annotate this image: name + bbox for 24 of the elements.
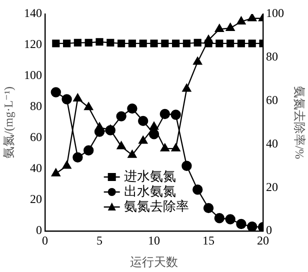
y-tick-label: 60 bbox=[30, 130, 42, 144]
legend-label: 进水氨氮 bbox=[124, 168, 176, 184]
y2-tick-label: 40 bbox=[266, 136, 278, 150]
y-tick-label: 20 bbox=[30, 192, 42, 206]
legend-label: 出水氨氮 bbox=[124, 183, 176, 198]
x-axis-title: 运行天数 bbox=[130, 254, 178, 269]
y2-axis-title: 氨氮去除率/% bbox=[292, 86, 307, 160]
legend-label: 氨氮去除率 bbox=[124, 198, 189, 214]
y2-tick-label: 60 bbox=[266, 92, 278, 107]
y-tick-label: 120 bbox=[24, 37, 42, 52]
y-tick-label: 100 bbox=[24, 68, 42, 82]
y-tick-label: 80 bbox=[30, 99, 42, 114]
y-axis-title: 氨氮/(mg·L⁻¹) bbox=[1, 86, 16, 158]
y2-tick-label: 100 bbox=[266, 6, 284, 20]
y-tick-label: 0 bbox=[36, 223, 42, 238]
y-tick-label: 140 bbox=[24, 6, 42, 20]
y-tick-label: 40 bbox=[30, 161, 42, 176]
x-tick-label: 5 bbox=[96, 233, 102, 248]
y2-tick-label: 20 bbox=[266, 180, 278, 194]
x-tick-label: 15 bbox=[202, 233, 214, 248]
x-tick-label: 10 bbox=[148, 233, 160, 248]
y2-tick-label: 80 bbox=[266, 50, 278, 64]
y2-tick-label: 0 bbox=[266, 223, 272, 238]
x-tick-label: 20 bbox=[257, 233, 269, 248]
